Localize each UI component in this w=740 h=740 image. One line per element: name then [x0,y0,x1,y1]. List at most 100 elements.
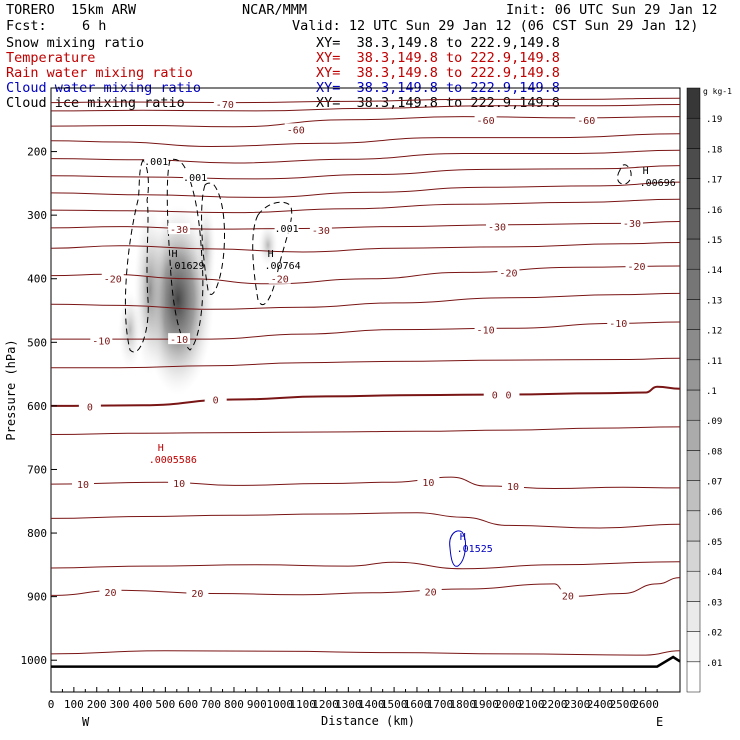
cloud-ice-contours [124,158,632,353]
contour-label: 10 [422,478,434,489]
colorbar-label: .15 [706,236,722,246]
colorbar-label: .14 [706,266,722,276]
colorbar: .01 .02 .03 .04 .05 .06 .07 .08 .09 .1 .11 .12 .13 .1… [686,87,722,693]
temperature-contour [50,198,681,214]
colorbar-swatch [686,419,701,451]
colorbar-swatch [686,359,701,391]
x-tick-label: 400 [133,698,153,711]
fcst-value: 6 h [82,18,107,34]
colorbar-swatch [686,117,701,149]
contour-label: -20 [271,275,289,286]
temperature-contour [50,357,681,369]
x-tick-label: 1200 [312,698,339,711]
contour-label: -20 [104,275,122,286]
contour-label-bg [497,266,520,278]
colorbar-swatch [686,178,701,210]
y-tick-label: 700 [27,463,47,476]
cloud-ice-contour [617,164,632,185]
colorbar-swatch [686,631,701,663]
cloud-ice-label-bg [274,221,299,233]
contour-label-bg [483,388,506,400]
contour-label-bg [474,113,497,125]
temperature-contour [50,577,681,598]
contour-label: -30 [312,226,330,237]
max-marker: H [158,443,164,454]
colorbar-swatch [686,540,701,572]
colorbar-label: .05 [706,538,722,548]
colorbar-swatch [686,661,701,693]
contour-label-bg [186,586,209,598]
colorbar-label: .17 [706,176,722,186]
contour-label-bg [474,323,497,335]
contour-label-bg [90,334,113,346]
temperature-contour [50,561,681,570]
field-name-temperature: Temperature [6,50,96,66]
colorbar-label: .01 [706,659,722,669]
field-xy-snow: XY= 38.3,149.8 to 222.9,149.8 [316,35,560,51]
colorbar-label: .04 [706,568,722,578]
contour-label: -10 [477,326,495,337]
contour-label-bg [284,123,307,135]
x-tick-label: 2400 [587,698,614,711]
contour-label-bg [204,393,227,405]
contour-label-bg [497,388,520,400]
y-axis-label: Pressure (hPa) [4,339,18,440]
colorbar-label: .18 [706,145,722,155]
y-axis: 200 300 400 500 600 700 800 900 1000 [21,146,57,667]
temperature-contour [50,165,681,180]
cloud-ice-label: .001 [275,224,299,235]
contour-label-bg [607,317,630,329]
temperature-contour [50,221,681,230]
cloud-ice-label-bg [144,155,169,167]
max-value: .01629 [168,261,204,272]
temperature-contour [50,104,681,112]
contour-label-bg [309,223,332,235]
max-marker: H [268,249,274,260]
temperature-contour [50,385,681,407]
cloud-ice-contour [124,159,149,353]
contour-label-bg [101,272,124,284]
max-value: .00696 [640,178,676,189]
y-tick-label: 900 [27,591,47,604]
colorbar-swatch [686,208,701,240]
max-value: .0005586 [149,455,197,466]
contour-label-bg [99,586,122,598]
x-tick-label: 2200 [541,698,568,711]
x-tick-label: 300 [110,698,130,711]
colorbar-swatch [686,299,701,330]
colorbar-swatch [686,570,701,602]
max-value: .01525 [457,544,493,555]
x-tick-label: 700 [201,698,221,711]
colorbar-label: .07 [706,478,722,488]
center-title: NCAR/MMM [242,2,308,18]
x-tick-label: 1100 [289,698,316,711]
colorbar-label: .02 [706,629,722,639]
field-xy-rain: XY= 38.3,149.8 to 222.9,149.8 [316,65,560,81]
east-label: E [656,715,663,729]
x-tick-label: 200 [87,698,107,711]
colorbar-swatch [686,480,701,512]
cloud-ice-label: .001 [183,173,207,184]
y-tick-label: 500 [27,336,47,349]
contour-label: 0 [505,390,511,401]
contour-label: -30 [488,223,506,234]
cloud-ice-contour [252,201,293,306]
contour-labels: -70 -60 -60 -60 -30 -30 -30 -30 -20 -20 -20 -20 -10 -… [72,97,648,602]
cloud-ice-contour [201,182,225,295]
colorbar-swatch [686,238,701,270]
contour-label-bg [78,400,101,412]
snow-shading [118,200,278,395]
x-tick-label: 2300 [564,698,591,711]
field-xy-temperature: XY= 38.3,149.8 to 222.9,149.8 [316,50,560,66]
temperature-contour [50,181,681,198]
x-axis-label: Distance (km) [321,714,415,728]
contour-label: 0 [213,396,219,407]
contour-label: -30 [170,225,188,236]
colorbar-swatch [686,329,701,361]
contour-label: 10 [173,479,185,490]
field-name-rain: Rain water mixing ratio [6,65,193,81]
colorbar-unit: g kg-1 [703,87,732,96]
x-tick-label: 2600 [632,698,659,711]
x-tick-label: 1000 [266,698,293,711]
